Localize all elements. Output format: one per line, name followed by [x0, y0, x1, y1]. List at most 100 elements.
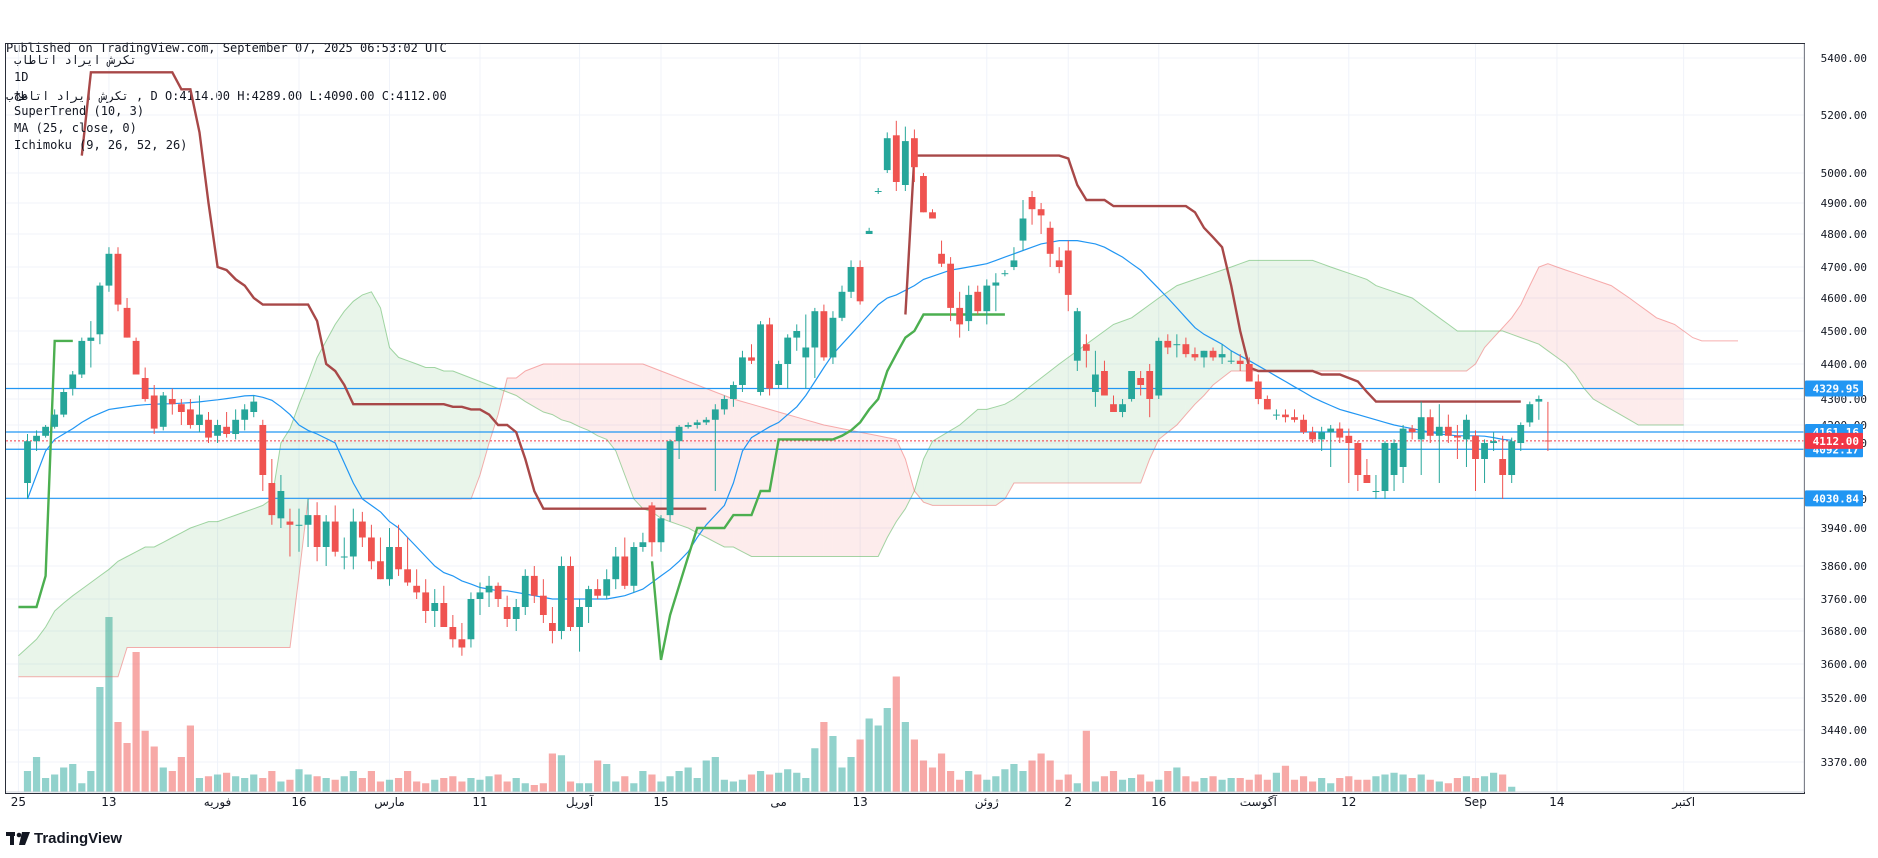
candle	[431, 603, 439, 611]
candle	[730, 385, 737, 399]
ichimoku-cloud	[724, 395, 734, 547]
ichimoku-cloud	[362, 291, 372, 499]
candle	[512, 607, 520, 619]
volume-bar	[901, 722, 909, 792]
candle	[377, 561, 384, 580]
candle	[69, 374, 77, 389]
candle	[1101, 371, 1108, 396]
volume-bar	[666, 776, 674, 792]
ichimoku-cloud	[1511, 304, 1521, 338]
volume-bar	[1191, 781, 1199, 792]
ichimoku-cloud	[832, 426, 842, 557]
candle	[829, 317, 837, 358]
ohlc-line: تکرش ایراد اتاطاب , D O:4114.00 H:4289.0…	[6, 89, 447, 103]
volume-bar	[720, 779, 728, 792]
candle	[1010, 260, 1018, 267]
candle	[693, 422, 701, 425]
candle	[1055, 260, 1063, 267]
volume-bar	[60, 767, 68, 792]
volume-bar	[1417, 774, 1425, 792]
volume-bar	[349, 771, 357, 792]
ichimoku-cloud	[81, 582, 91, 677]
ichimoku-cloud	[470, 378, 480, 499]
time-tick-label: می	[770, 795, 786, 809]
ichimoku-cloud	[1240, 260, 1250, 371]
volume-bar	[1399, 774, 1407, 792]
candle	[196, 414, 203, 425]
legend-interval: 1D	[14, 70, 29, 84]
ichimoku-cloud	[1113, 321, 1123, 483]
candle	[87, 337, 95, 341]
ichimoku-cloud	[995, 404, 1005, 506]
volume-bar	[1218, 779, 1226, 792]
ichimoku-cloud	[842, 428, 852, 557]
volume-bar	[766, 774, 774, 792]
volume-bar	[313, 776, 321, 792]
volume-bar	[1028, 760, 1036, 792]
volume-bar	[1010, 764, 1018, 792]
candle	[304, 515, 312, 525]
candle	[205, 419, 212, 438]
ichimoku-cloud	[950, 425, 960, 506]
price-tick-label: 4700.00	[1821, 261, 1867, 274]
volume-bar	[503, 781, 511, 792]
ichimoku-cloud	[778, 412, 788, 557]
legend-ichimoku[interactable]: Ichimoku (9, 26, 52, 26)	[14, 138, 188, 152]
candle	[503, 607, 511, 619]
volume-bar	[1128, 778, 1136, 792]
ichimoku-cloud	[452, 371, 462, 499]
ichimoku-cloud	[1267, 260, 1277, 371]
candle	[60, 392, 68, 415]
ichimoku-cloud	[814, 422, 824, 557]
ichimoku-cloud	[90, 575, 100, 677]
candle	[1092, 374, 1099, 392]
candle	[811, 311, 819, 348]
legend-supertrend[interactable]: SuperTrend (10, 3)	[14, 104, 145, 118]
volume-bar	[1046, 760, 1054, 792]
candle	[1318, 432, 1326, 440]
candle	[1336, 428, 1344, 438]
candle	[1209, 350, 1217, 358]
candle	[1263, 399, 1271, 410]
candle	[458, 639, 466, 648]
legend-ma[interactable]: MA (25, close, 0)	[14, 121, 137, 135]
volume-bar	[23, 771, 32, 792]
chart-legend: تکرش ایراد اتاطاب 1D مج SuperTrend (10, …	[14, 52, 187, 154]
ichimoku-cloud	[72, 589, 82, 677]
volume-bar	[1318, 778, 1326, 792]
candle	[1273, 414, 1280, 416]
volume-bar	[965, 771, 973, 792]
volume-bar	[1109, 771, 1118, 792]
time-tick-label: ژوئن	[975, 795, 999, 810]
ichimoku-cloud	[45, 611, 55, 677]
volume-bar	[874, 725, 882, 792]
price-tick-label: 3860.00	[1821, 560, 1867, 573]
volume-bar	[1064, 774, 1072, 792]
volume-bar	[1290, 779, 1299, 792]
volume-bar	[286, 779, 294, 792]
legend-symbol[interactable]: تکرش ایراد اتاطاب	[14, 53, 137, 67]
ichimoku-cloud	[1493, 327, 1503, 338]
volume-bar	[123, 743, 131, 792]
ichimoku-cloud	[425, 367, 435, 499]
ichimoku-cloud	[1158, 291, 1168, 440]
candle	[1526, 404, 1534, 423]
ichimoku-cloud	[1357, 276, 1367, 371]
volume-bar	[385, 779, 394, 792]
candle	[132, 340, 140, 375]
candle	[358, 521, 366, 538]
candle	[51, 414, 59, 427]
volume-bar	[738, 779, 747, 792]
volume-bar	[1236, 778, 1244, 792]
candle	[485, 585, 493, 593]
ichimoku-cloud	[968, 409, 978, 506]
volume-bar	[440, 778, 448, 792]
ichimoku-cloud	[679, 378, 689, 528]
ichimoku-cloud	[887, 437, 897, 538]
candle	[232, 419, 240, 434]
candle	[1110, 404, 1117, 412]
volume-bar	[1100, 776, 1109, 792]
ichimoku-cloud	[299, 381, 309, 576]
tradingview-logo[interactable]: TradingView	[6, 830, 122, 847]
